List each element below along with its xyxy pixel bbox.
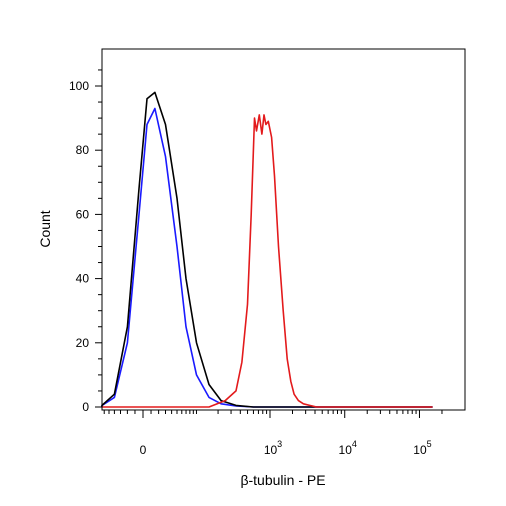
x-tick-label: 105 — [413, 439, 431, 457]
y-axis-ticks: 0 20 40 60 80 100 — [69, 69, 102, 414]
series-line-3 — [102, 114, 433, 408]
y-axis-title: Count — [37, 210, 53, 247]
y-tick-label: 60 — [76, 207, 90, 221]
x-axis-ticks: 0 103 104 105 — [103, 410, 443, 457]
x-tick-label: 104 — [339, 439, 357, 457]
plot-frame — [101, 48, 466, 411]
series-line-1 — [101, 107, 433, 408]
y-tick-label: 40 — [76, 272, 90, 286]
x-tick-label: 103 — [264, 439, 282, 457]
y-tick-label: 100 — [69, 79, 89, 93]
x-axis-title: β-tubulin - PE — [240, 472, 325, 488]
y-tick-label: 20 — [76, 336, 90, 350]
y-tick-label: 0 — [82, 400, 89, 414]
x-tick-label: 0 — [140, 443, 147, 457]
series-line-2 — [101, 91, 433, 408]
y-tick-label: 80 — [76, 143, 90, 157]
series-lines — [101, 91, 433, 408]
